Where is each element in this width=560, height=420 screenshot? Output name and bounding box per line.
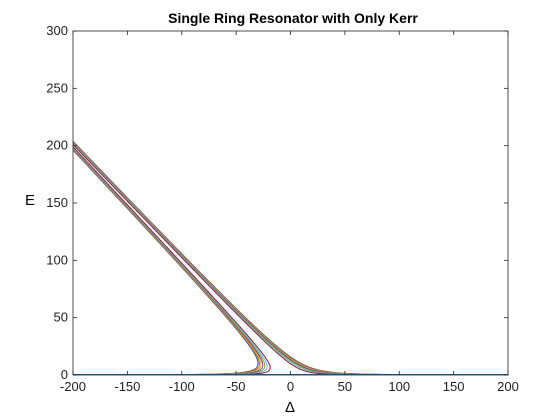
x-tick-label: -200 (60, 379, 86, 394)
y-tick-label: 300 (46, 23, 68, 38)
x-tick-label: -50 (227, 379, 246, 394)
x-axis-ticks: -200 -150 -100 -50 0 50 100 150 200 (60, 31, 519, 394)
axes-frame (72, 30, 509, 376)
x-tick-label: 0 (287, 379, 294, 394)
y-tick-label: 150 (46, 195, 68, 210)
x-tick-label: 50 (338, 379, 352, 394)
series-line-7 (73, 143, 368, 375)
y-tick-label: 0 (61, 367, 68, 382)
plot-area (73, 140, 508, 375)
y-axis-ticks: 0 50 100 150 200 250 300 (46, 23, 508, 382)
chart-title: Single Ring Resonator with Only Kerr (168, 10, 418, 26)
y-tick-label: 50 (54, 310, 68, 325)
y-tick-label: 100 (46, 252, 68, 267)
y-tick-label: 200 (46, 138, 68, 153)
x-tick-label: 150 (443, 379, 465, 394)
x-tick-label: -150 (114, 379, 140, 394)
y-axis-label: E (25, 192, 35, 209)
x-tick-label: 100 (388, 379, 410, 394)
x-tick-label: 200 (497, 379, 519, 394)
x-axis-label: Δ (285, 399, 295, 416)
y-tick-label: 250 (46, 80, 68, 95)
x-tick-label: -100 (169, 379, 195, 394)
